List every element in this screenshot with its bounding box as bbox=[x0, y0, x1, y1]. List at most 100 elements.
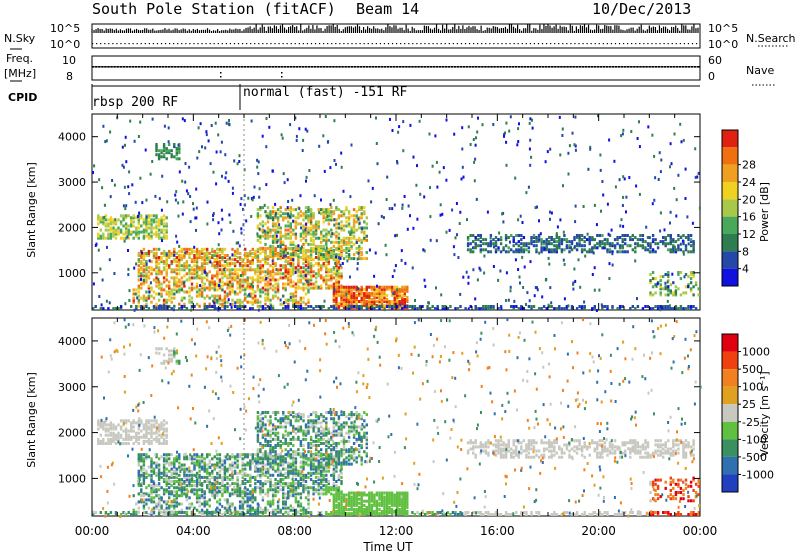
heatmap-cell bbox=[342, 249, 346, 252]
heatmap-cell bbox=[487, 244, 490, 248]
heatmap-cell bbox=[302, 282, 305, 286]
heatmap-cell bbox=[631, 305, 634, 308]
heatmap-cell bbox=[177, 214, 180, 218]
heatmap-cell bbox=[155, 147, 158, 151]
heatmap-cell bbox=[155, 251, 158, 255]
heatmap-cell bbox=[378, 307, 381, 311]
heatmap-cell bbox=[147, 274, 151, 278]
heatmap-cell bbox=[259, 294, 262, 298]
heatmap-cell bbox=[97, 423, 100, 427]
heatmap-cell bbox=[137, 272, 140, 276]
heatmap-cell bbox=[304, 206, 308, 210]
heatmap-cell bbox=[378, 287, 381, 291]
heatmap-cell bbox=[114, 425, 118, 429]
heatmap-cell bbox=[108, 258, 111, 262]
heatmap-cell bbox=[402, 149, 405, 153]
heatmap-cell bbox=[160, 220, 163, 224]
heatmap-cell bbox=[330, 274, 333, 278]
heatmap-cell bbox=[157, 427, 161, 431]
heatmap-cell bbox=[128, 170, 131, 174]
heatmap-cell bbox=[227, 179, 230, 183]
heatmap-cell bbox=[162, 280, 166, 284]
nsearch-dot bbox=[667, 43, 669, 45]
heatmap-cell bbox=[532, 240, 536, 244]
heatmap-cell bbox=[325, 286, 328, 290]
freq-point bbox=[581, 66, 585, 68]
heatmap-cell bbox=[299, 256, 303, 259]
heatmap-cell bbox=[256, 300, 260, 304]
heatmap-cell bbox=[102, 437, 105, 441]
heatmap-cell bbox=[147, 455, 151, 459]
heatmap-cell bbox=[698, 206, 701, 210]
heatmap-cell bbox=[147, 419, 151, 423]
heatmap-cell bbox=[145, 251, 148, 255]
heatmap-cell bbox=[467, 275, 470, 279]
heatmap-cell bbox=[667, 273, 670, 276]
heatmap-cell bbox=[117, 431, 120, 435]
heatmap-cell bbox=[363, 210, 366, 214]
heatmap-cell bbox=[140, 260, 143, 264]
heatmap-cell bbox=[337, 285, 341, 289]
heatmap-cell bbox=[193, 465, 196, 469]
heatmap-cell bbox=[280, 133, 283, 137]
freq-point bbox=[578, 66, 581, 68]
heatmap-cell bbox=[409, 214, 411, 218]
heatmap-cell bbox=[325, 249, 328, 252]
heatmap-cell bbox=[213, 301, 216, 305]
heatmap-cell bbox=[352, 224, 356, 228]
nsearch-dot bbox=[185, 43, 187, 45]
heatmap-cell bbox=[322, 216, 325, 220]
heatmap-cell bbox=[228, 276, 232, 280]
heatmap-cell bbox=[580, 248, 584, 252]
heatmap-cell bbox=[389, 117, 391, 121]
heatmap-cell bbox=[206, 484, 209, 488]
freq-point bbox=[140, 66, 144, 68]
heatmap-cell bbox=[333, 223, 336, 227]
heatmap-cell bbox=[473, 160, 476, 164]
heatmap-cell bbox=[603, 246, 607, 250]
nsearch-dot bbox=[347, 43, 349, 45]
heatmap-cell bbox=[356, 267, 359, 271]
heatmap-cell bbox=[294, 300, 298, 304]
nsearch-dot bbox=[468, 43, 471, 45]
heatmap-cell bbox=[289, 262, 292, 266]
heatmap-cell bbox=[684, 236, 688, 239]
heatmap-cell bbox=[352, 293, 356, 297]
heatmap-cell bbox=[178, 488, 181, 492]
heatmap-cell bbox=[155, 484, 158, 488]
heatmap-cell bbox=[145, 296, 148, 300]
heatmap-cell bbox=[147, 236, 151, 240]
heatmap-cell bbox=[553, 248, 556, 252]
heatmap-cell bbox=[107, 427, 110, 431]
heatmap-cell bbox=[342, 257, 346, 261]
heatmap-cell bbox=[173, 459, 176, 463]
heatmap-cell bbox=[445, 230, 448, 234]
heatmap-cell bbox=[177, 201, 180, 205]
heatmap-cell bbox=[259, 235, 262, 239]
heatmap-cell bbox=[226, 467, 229, 471]
heatmap-cell bbox=[309, 274, 313, 278]
heatmap-cell bbox=[363, 226, 366, 230]
heatmap-cell bbox=[216, 284, 219, 288]
heatmap-cell bbox=[150, 478, 153, 481]
heatmap-cell bbox=[327, 255, 330, 259]
heatmap-cell bbox=[185, 467, 189, 471]
heatmap-cell bbox=[152, 469, 156, 473]
heatmap-cell bbox=[178, 280, 181, 284]
heatmap-cell bbox=[256, 208, 260, 212]
heatmap-cell bbox=[385, 287, 389, 291]
heatmap-cell bbox=[160, 307, 163, 311]
heatmap-cell bbox=[150, 457, 153, 461]
heatmap-cell bbox=[631, 238, 634, 242]
heatmap-cell bbox=[384, 243, 387, 247]
heatmap-cell bbox=[399, 303, 402, 307]
heatmap-cell bbox=[206, 305, 209, 308]
heatmap-cell bbox=[218, 475, 222, 479]
heatmap-cell bbox=[195, 187, 198, 191]
heatmap-cell bbox=[130, 429, 133, 433]
heatmap-cell bbox=[466, 244, 470, 248]
heatmap-cell bbox=[184, 162, 187, 165]
heatmap-cell bbox=[304, 232, 308, 236]
heatmap-cell bbox=[140, 286, 143, 290]
heatmap-cell bbox=[522, 244, 526, 248]
